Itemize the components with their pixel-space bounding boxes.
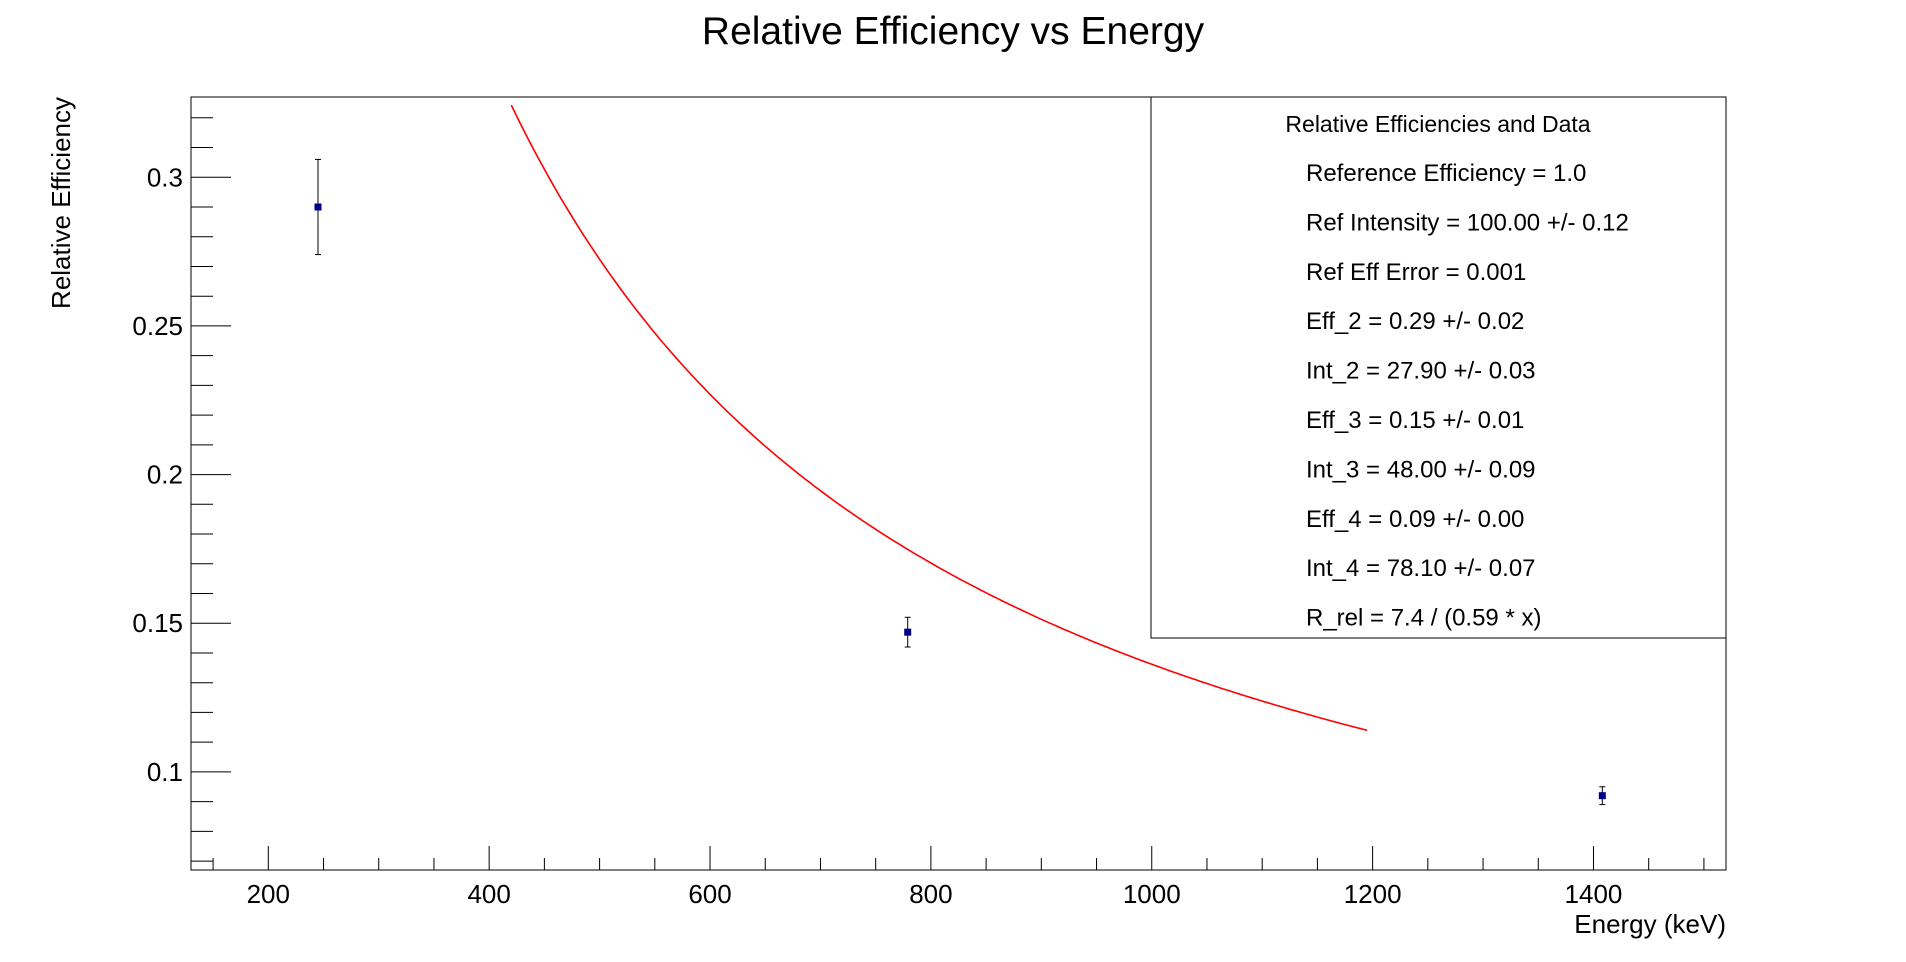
legend-entry: Eff_2 = 0.29 +/- 0.02	[1306, 308, 1524, 335]
chart-title: Relative Efficiency vs Energy	[702, 10, 1205, 53]
legend: Relative Efficiencies and Data Reference…	[1150, 96, 1727, 639]
x-tick-label: 1200	[1344, 879, 1402, 909]
data-point	[314, 203, 322, 211]
x-axis-ticks	[212, 846, 1705, 870]
legend-entry: Eff_3 = 0.15 +/- 0.01	[1306, 407, 1524, 434]
x-tick-label: 400	[467, 879, 510, 909]
x-tick-label: 600	[688, 879, 731, 909]
x-tick-label: 200	[247, 879, 290, 909]
x-axis-label: Energy (keV)	[1574, 909, 1726, 939]
data-point	[904, 628, 912, 636]
y-tick-label: 0.25	[132, 311, 183, 341]
legend-box	[1150, 96, 1727, 639]
y-tick-label: 0.1	[147, 757, 183, 787]
data-points	[314, 158, 1606, 806]
y-tick-label: 0.2	[147, 460, 183, 490]
legend-entry: Int_4 = 78.10 +/- 0.07	[1306, 555, 1536, 582]
legend-entry: Eff_4 = 0.09 +/- 0.00	[1306, 506, 1524, 533]
data-point	[1598, 792, 1606, 800]
x-tick-label: 800	[909, 879, 952, 909]
y-axis-ticks	[191, 117, 231, 862]
legend-entry: R_rel = 7.4 / (0.59 * x)	[1306, 605, 1541, 632]
legend-entry: Ref Intensity = 100.00 +/- 0.12	[1306, 209, 1629, 236]
x-axis-tick-labels: 200 400 600 800 1000 1200 1400	[247, 879, 1623, 909]
legend-entry: Reference Efficiency = 1.0	[1306, 160, 1586, 187]
y-axis-label: Relative Efficiency	[46, 97, 76, 309]
y-axis-tick-labels: 0.1 0.15 0.2 0.25 0.3	[132, 162, 183, 787]
y-tick-label: 0.3	[147, 162, 183, 192]
legend-entry: Int_3 = 48.00 +/- 0.09	[1306, 456, 1536, 483]
x-tick-label: 1400	[1565, 879, 1623, 909]
y-tick-label: 0.15	[132, 608, 183, 638]
legend-entries: Reference Efficiency = 1.0 Ref Intensity …	[1306, 160, 1629, 632]
legend-title: Relative Efficiencies and Data	[1285, 111, 1590, 137]
legend-entry: Int_2 = 27.90 +/- 0.03	[1306, 358, 1536, 385]
legend-entry: Ref Eff Error = 0.001	[1306, 259, 1526, 286]
fit-curve	[510, 104, 1368, 732]
x-tick-label: 1000	[1123, 879, 1181, 909]
